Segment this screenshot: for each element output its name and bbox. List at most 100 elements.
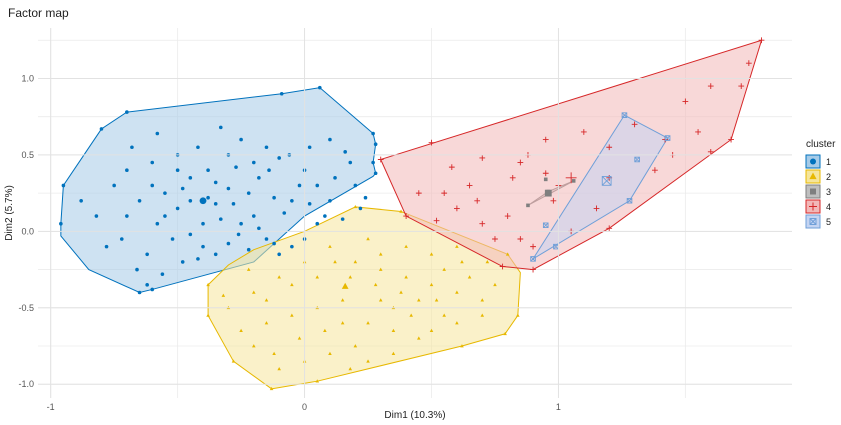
cluster-4-point xyxy=(606,225,613,232)
cluster-1-point xyxy=(307,145,312,150)
cluster-2-point xyxy=(297,336,302,340)
cluster-2-point xyxy=(353,204,358,209)
cluster-5-point xyxy=(542,222,549,229)
legend-marker-1 xyxy=(810,158,816,165)
cluster-1-point xyxy=(297,183,302,188)
cluster-2-point xyxy=(404,244,408,248)
cluster-2-point xyxy=(480,298,485,302)
cluster-4-point xyxy=(474,197,481,204)
cluster-1-point xyxy=(104,244,109,249)
cluster-4-point xyxy=(542,136,549,143)
cluster-1-point xyxy=(353,183,358,188)
cluster-1-center xyxy=(199,197,207,205)
cluster-1-point xyxy=(257,226,261,231)
cluster-2-point xyxy=(442,267,446,271)
cluster-2-point xyxy=(221,293,226,297)
cluster-2-point xyxy=(467,275,472,279)
cluster-1-point xyxy=(272,195,276,200)
cluster-1-point xyxy=(373,171,378,176)
cluster-2-point xyxy=(391,351,396,355)
cluster-3-point xyxy=(571,179,576,183)
cluster-hulls xyxy=(60,39,763,390)
cluster-1-point xyxy=(257,176,261,180)
cluster-1-point xyxy=(150,160,155,165)
cluster-4-point xyxy=(517,236,524,242)
cluster-1-point xyxy=(363,195,368,200)
cluster-2-point xyxy=(409,313,413,317)
x-tick-label: -1 xyxy=(47,402,55,412)
legend-label-4: 4 xyxy=(826,202,831,212)
cluster-2-point xyxy=(460,344,464,348)
cluster-1-point xyxy=(277,156,281,160)
legend-marker-2 xyxy=(809,172,817,180)
cluster-4-point xyxy=(707,83,714,89)
chart-title: Factor map xyxy=(8,6,69,20)
cluster-1-hull xyxy=(60,87,377,294)
cluster-1-point xyxy=(180,260,185,264)
cluster-2-point xyxy=(269,386,274,391)
cluster-2-point xyxy=(348,275,353,279)
cluster-1-point xyxy=(246,247,251,252)
cluster-4-point xyxy=(504,213,511,219)
cluster-4-point xyxy=(479,155,486,161)
y-tick-label: -1.0 xyxy=(18,379,34,389)
cluster-1-point xyxy=(201,221,205,226)
cluster-1-point xyxy=(188,198,193,203)
cluster-1-point xyxy=(163,191,167,195)
cluster-1-point xyxy=(328,198,332,203)
cluster-2-point xyxy=(455,290,459,294)
cluster-4-point xyxy=(738,83,745,89)
cluster-1-point xyxy=(315,183,320,188)
cluster-1-point xyxy=(130,145,134,150)
cluster-2-point xyxy=(417,336,421,340)
cluster-4-point xyxy=(377,156,384,163)
cluster-1-point xyxy=(348,160,353,165)
cluster-1-point xyxy=(125,168,129,172)
cluster-2-point xyxy=(399,209,403,213)
cluster-2-point xyxy=(264,321,269,325)
cluster-1-point xyxy=(231,202,236,206)
cluster-2-point xyxy=(277,367,281,371)
cluster-4-point xyxy=(542,170,549,177)
cluster-2-point xyxy=(505,252,510,256)
x-axis-label: Dim1 (10.3%) xyxy=(384,410,445,421)
cluster-2-point xyxy=(429,282,434,287)
cluster-1-point xyxy=(125,110,129,114)
cluster-2-point xyxy=(277,275,281,279)
cluster-4-point xyxy=(707,148,714,155)
cluster-2-point xyxy=(429,252,434,256)
cluster-4-point xyxy=(530,243,536,250)
cluster-1-point xyxy=(328,137,332,142)
y-tick-label: -0.5 xyxy=(18,303,34,313)
cluster-2-point xyxy=(417,298,421,302)
cluster-1-point xyxy=(267,168,271,172)
cluster-4-point xyxy=(499,263,506,270)
cluster-4-point xyxy=(428,139,435,146)
cluster-1-point xyxy=(251,160,256,165)
cluster-1-point xyxy=(239,137,243,142)
cluster-1-point xyxy=(135,267,139,272)
cluster-1-point xyxy=(277,252,281,257)
y-tick-label: 0.5 xyxy=(21,150,34,160)
cluster-1-point xyxy=(213,202,218,206)
cluster-4-point xyxy=(492,236,498,242)
cluster-2-point xyxy=(264,298,269,302)
cluster-1-point xyxy=(218,217,223,221)
cluster-1-point xyxy=(279,91,284,96)
legend-label-5: 5 xyxy=(826,217,831,227)
cluster-4-point xyxy=(530,266,536,273)
cluster-1-point xyxy=(251,214,256,218)
cluster-3-point xyxy=(543,177,548,182)
cluster-1-point xyxy=(272,241,276,246)
cluster-2-point xyxy=(323,328,327,333)
cluster-2-point xyxy=(460,259,464,264)
cluster-2-point xyxy=(366,237,370,241)
y-axis-label: Dim2 (5.7%) xyxy=(4,185,15,241)
cluster-4-point xyxy=(606,144,613,151)
cluster-2-point xyxy=(516,313,520,317)
cluster-4-point xyxy=(479,220,486,227)
cluster-1-point xyxy=(371,160,375,165)
axes: -1 0 1 -1.0 -0.5 0.0 0.5 1.0 Dim1 (10.3%) Dim2 (5… xyxy=(4,28,792,421)
cluster-1-point xyxy=(282,211,287,215)
